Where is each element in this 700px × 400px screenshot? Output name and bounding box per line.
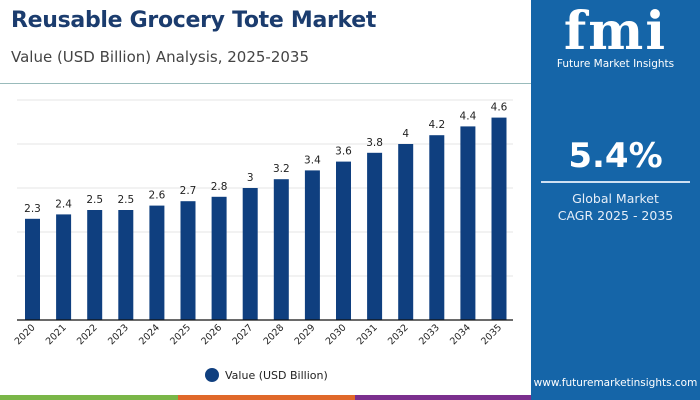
x-tick-label: 2031 [355, 322, 380, 347]
x-tick-label: 2027 [230, 322, 255, 347]
x-tick-label: 2029 [293, 322, 318, 347]
bar-2020 [25, 218, 40, 320]
chart-title: Reusable Grocery Tote Market [11, 8, 377, 33]
data-label: 3.2 [273, 163, 290, 175]
stripe-green [0, 395, 178, 400]
x-tick-label: 2034 [448, 322, 473, 347]
data-label: 2.3 [24, 203, 41, 215]
x-tick-label: 2020 [13, 322, 38, 347]
legend-label: Value (USD Billion) [225, 368, 328, 382]
x-tick-label: 2032 [386, 322, 411, 347]
x-tick-label: 2023 [106, 322, 131, 347]
bar-2026 [211, 196, 227, 320]
data-label: 4.2 [428, 119, 445, 131]
bar-2024 [149, 205, 165, 320]
bar-2027 [242, 188, 258, 320]
data-label: 2.7 [180, 185, 197, 197]
bar-2032 [398, 144, 414, 320]
cagr-label: Global Market CAGR 2025 - 2035 [531, 190, 700, 224]
bar-2022 [87, 210, 103, 320]
data-label: 2.5 [86, 194, 103, 206]
data-label: 4.6 [491, 102, 508, 114]
x-tick-label: 2030 [324, 322, 349, 347]
logo-subtitle: Future Market Insights [556, 58, 675, 70]
x-tick-label: 2026 [199, 322, 224, 347]
fmi-logo: fmi [563, 1, 668, 62]
bar-2035 [491, 117, 507, 320]
data-label: 2.4 [55, 198, 72, 210]
x-tick-label: 2028 [262, 322, 287, 347]
data-label: 4.4 [460, 110, 477, 122]
x-tick-label: 2035 [479, 322, 504, 347]
bar-2034 [460, 126, 476, 321]
bar-2028 [273, 179, 289, 320]
x-tick-label: 2025 [168, 322, 193, 347]
sidebar-panel: fmi Future Market Insights 5.4% Global M… [531, 0, 700, 400]
stripe-orange [178, 395, 355, 400]
x-tick-label: 2033 [417, 322, 442, 347]
cagr-value: 5.4% [568, 136, 663, 176]
bar-2029 [304, 170, 320, 320]
bar-chart: 2.3 2020 2.4 2021 2.5 2022 2.5 2023 2.6 2024 2.7 20… [13, 99, 513, 347]
bar-2033 [429, 135, 445, 320]
legend: Value (USD Billion) [205, 368, 328, 382]
bar-2030 [336, 161, 351, 320]
data-label: 2.8 [211, 181, 228, 193]
bar-2021 [56, 214, 72, 320]
x-tick-label: 2021 [44, 322, 69, 347]
data-label: 2.6 [149, 190, 166, 202]
cagr-label-line1: Global Market [572, 191, 659, 206]
data-label: 4 [402, 128, 409, 140]
data-label: 3.6 [335, 146, 352, 158]
bar-2025 [180, 201, 196, 320]
legend-marker [205, 368, 219, 382]
chart-subtitle: Value (USD Billion) Analysis, 2025-2035 [11, 48, 309, 66]
data-label: 3.8 [366, 137, 383, 149]
x-tick-label: 2022 [75, 322, 100, 347]
bar-2031 [367, 152, 383, 320]
data-label: 2.5 [117, 194, 134, 206]
website-link[interactable]: www.futuremarketinsights.com [533, 377, 698, 389]
cagr-divider [541, 181, 690, 183]
bar-2023 [118, 210, 134, 320]
data-label: 3.4 [304, 154, 321, 166]
x-tick-label: 2024 [137, 322, 162, 347]
data-label: 3 [247, 172, 254, 184]
cagr-label-line2: CAGR 2025 - 2035 [557, 208, 674, 223]
stripe-purple [355, 395, 531, 400]
header-divider [0, 83, 531, 84]
